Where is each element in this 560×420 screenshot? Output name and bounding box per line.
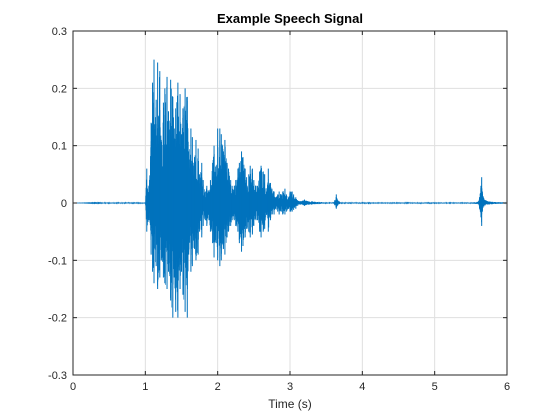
y-tick-label: -0.2: [48, 313, 67, 325]
y-tick-label: 0.3: [52, 26, 67, 38]
y-tick-label: -0.3: [48, 370, 67, 382]
chart-title: Example Speech Signal: [217, 11, 363, 26]
x-tick-label: 3: [287, 381, 293, 393]
x-tick-label: 1: [142, 381, 148, 393]
x-tick-label: 5: [432, 381, 438, 393]
y-tick-label: -0.1: [48, 255, 67, 267]
x-tick-label: 6: [504, 381, 510, 393]
x-tick-label: 0: [70, 381, 76, 393]
axis-tick-labels: 0 1 2 3 4 5 6 0.3 0.2 0.1 0 -0.1 -0.2 -0.3: [48, 26, 510, 393]
x-tick-label: 2: [215, 381, 221, 393]
x-tick-label: 4: [359, 381, 365, 393]
axis-ticks: [72, 30, 508, 376]
y-tick-label: 0.1: [52, 141, 67, 153]
y-tick-label: 0: [61, 198, 67, 210]
signal-series: [73, 59, 508, 318]
y-tick-label: 0.2: [52, 83, 67, 95]
x-axis-label: Time (s): [268, 397, 312, 411]
